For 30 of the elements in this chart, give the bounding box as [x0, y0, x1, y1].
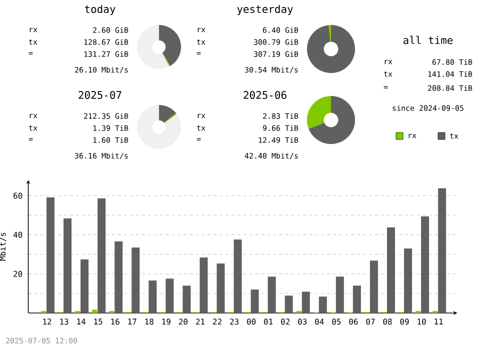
bar: [370, 260, 378, 313]
bar: [352, 286, 361, 313]
bar: [284, 296, 293, 313]
bar: [318, 296, 327, 313]
bar: [92, 310, 98, 313]
bar: [336, 276, 344, 313]
bar: [114, 241, 123, 313]
chart-title: yesterday: [237, 4, 293, 16]
bar: [404, 248, 412, 313]
bar: [216, 264, 225, 313]
bar: [132, 247, 140, 313]
bar: [64, 218, 72, 313]
text: all time: [403, 36, 453, 44]
chart-title: 2025-06: [244, 91, 286, 99]
bar: [166, 278, 174, 313]
bar: [250, 290, 259, 313]
chart-title: 2025-07: [78, 91, 122, 99]
bar: [302, 292, 310, 313]
bar: [80, 259, 89, 313]
bar: [234, 239, 242, 313]
bar: [200, 257, 208, 313]
bar: [421, 216, 430, 313]
bar: [182, 286, 191, 313]
bar: [438, 188, 446, 313]
bar: [148, 280, 157, 313]
bar: [386, 227, 395, 313]
chart-title: today: [84, 4, 116, 16]
bar: [268, 276, 276, 313]
bar: [46, 197, 55, 313]
bar: [98, 198, 106, 313]
